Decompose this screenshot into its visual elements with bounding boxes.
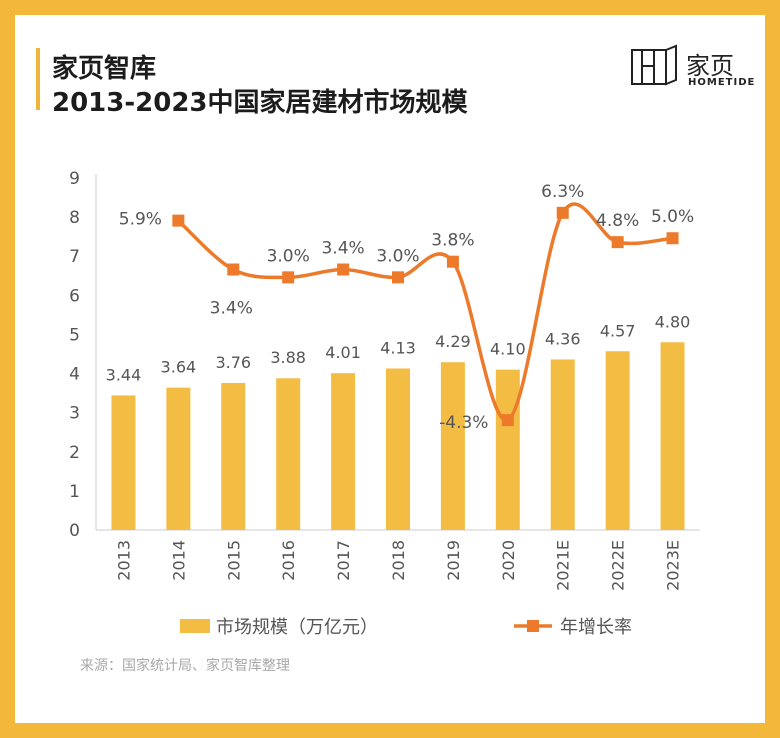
bar-value-label: 3.88 bbox=[270, 348, 306, 367]
bar bbox=[221, 382, 246, 530]
x-tick-label: 2014 bbox=[169, 540, 188, 581]
bar-value-label: 4.80 bbox=[655, 312, 691, 331]
growth-rate-marker bbox=[501, 414, 514, 427]
y-tick-label: 5 bbox=[69, 325, 80, 345]
logo: 家页 HOMETIDE bbox=[630, 44, 754, 90]
bar bbox=[166, 387, 191, 530]
bar bbox=[605, 351, 630, 530]
growth-rate-label: 3.4% bbox=[210, 299, 253, 319]
bar bbox=[660, 342, 685, 530]
bar-value-label: 4.01 bbox=[325, 343, 361, 362]
bar bbox=[550, 359, 575, 530]
growth-rate-marker bbox=[392, 271, 404, 284]
y-tick-label: 2 bbox=[69, 443, 80, 463]
legend-bar-label: 市场规模（万亿元） bbox=[216, 617, 378, 638]
growth-rate-label: 3.8% bbox=[431, 231, 474, 251]
growth-rate-label: 5.9% bbox=[119, 210, 162, 230]
growth-rate-marker bbox=[172, 214, 185, 227]
x-tick-label: 2019 bbox=[444, 540, 463, 581]
bar-value-label: 4.13 bbox=[380, 338, 416, 357]
growth-rate-label: 3.0% bbox=[267, 246, 310, 266]
growth-rate-label: 4.8% bbox=[596, 211, 639, 231]
y-tick-label: 8 bbox=[69, 208, 80, 228]
growth-rate-marker bbox=[446, 255, 459, 268]
title-accent-bar bbox=[36, 48, 40, 110]
x-tick-label: 2020 bbox=[499, 540, 518, 581]
bar-value-label: 4.36 bbox=[545, 329, 581, 348]
growth-rate-marker bbox=[666, 232, 679, 245]
bar-value-label: 3.44 bbox=[106, 365, 142, 384]
bar bbox=[331, 373, 356, 530]
bar-value-label: 4.10 bbox=[490, 340, 526, 359]
y-tick-label: 0 bbox=[69, 521, 80, 541]
x-tick-label: 2018 bbox=[389, 540, 408, 581]
y-tick-label: 1 bbox=[69, 482, 80, 502]
x-tick-label: 2017 bbox=[334, 540, 353, 581]
bar-value-label: 4.29 bbox=[435, 332, 471, 351]
logo-mark-icon bbox=[631, 44, 677, 86]
growth-rate-label: 6.3% bbox=[541, 182, 584, 202]
x-tick-label: 2013 bbox=[114, 540, 133, 581]
legend-line-marker bbox=[527, 620, 539, 632]
x-tick-label: 2022E bbox=[609, 540, 628, 591]
growth-rate-label: 5.0% bbox=[651, 207, 694, 227]
bar-value-label: 4.57 bbox=[600, 321, 636, 340]
growth-rate-label: 3.4% bbox=[321, 239, 364, 259]
x-tick-label: 2015 bbox=[224, 540, 243, 581]
y-tick-label: 7 bbox=[69, 247, 80, 267]
logo-text-en: HOMETIDE bbox=[688, 77, 756, 88]
x-tick-label: 2016 bbox=[279, 540, 298, 581]
logo-text-cn: 家页 bbox=[686, 52, 734, 80]
bar bbox=[440, 362, 465, 530]
legend-line-label: 年增长率 bbox=[560, 617, 632, 638]
bar bbox=[386, 368, 410, 530]
brand-title: 家页智库 bbox=[52, 54, 157, 84]
bar-value-label: 3.64 bbox=[161, 358, 197, 377]
growth-rate-marker bbox=[337, 263, 350, 276]
bar bbox=[276, 378, 301, 530]
growth-rate-marker bbox=[227, 263, 240, 276]
source-note: 来源：国家统计局、家页智库整理 bbox=[80, 658, 290, 674]
y-tick-label: 3 bbox=[69, 404, 80, 424]
legend-bar-swatch bbox=[180, 619, 210, 633]
growth-rate-marker bbox=[611, 236, 624, 249]
growth-rate-marker bbox=[556, 206, 569, 219]
growth-rate-line bbox=[177, 202, 673, 422]
y-tick-label: 4 bbox=[69, 365, 80, 385]
x-tick-label: 2021E bbox=[554, 540, 573, 591]
bar bbox=[495, 369, 520, 530]
y-tick-label: 6 bbox=[69, 286, 80, 306]
chart-title: 2013-2023中国家居建材市场规模 bbox=[52, 88, 468, 118]
growth-rate-label: 3.0% bbox=[376, 246, 419, 266]
bar-value-label: 3.76 bbox=[215, 353, 251, 372]
growth-rate-marker bbox=[282, 271, 295, 284]
x-tick-label: 2023E bbox=[664, 540, 683, 591]
bar bbox=[111, 395, 136, 530]
growth-rate-label: -4.3% bbox=[439, 413, 488, 433]
y-tick-label: 9 bbox=[69, 169, 80, 189]
